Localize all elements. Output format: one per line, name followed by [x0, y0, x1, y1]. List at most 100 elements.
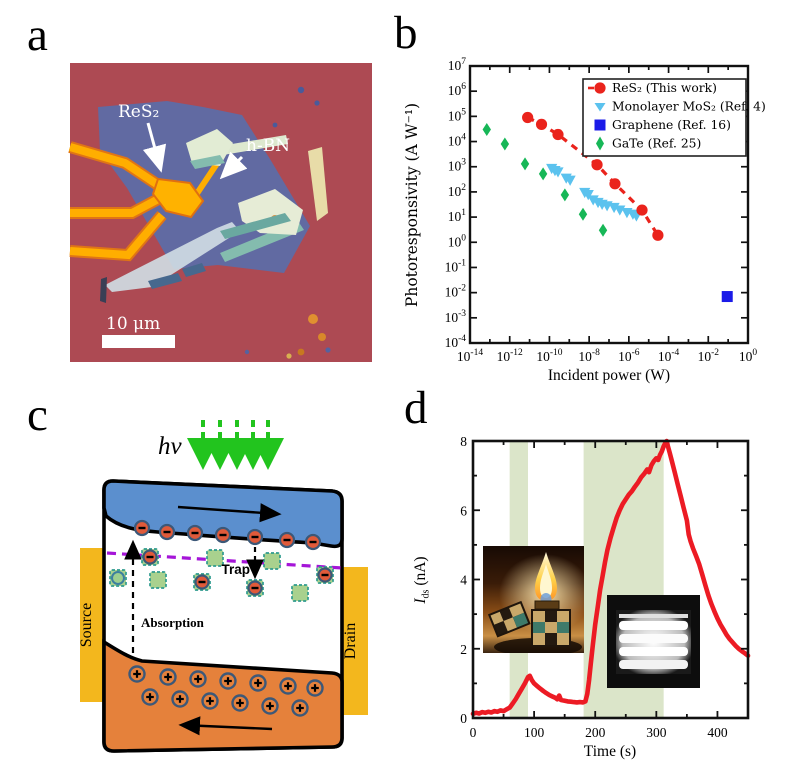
legend-label-gate: GaTe (Ref. 25) — [612, 137, 701, 151]
lighter-lid — [487, 600, 531, 638]
y-tick-label: 10-2 — [445, 284, 467, 300]
drain-label: Drain — [342, 623, 359, 659]
y-axis-title: Ids (nA) — [412, 556, 432, 604]
x-tick-label: 10-2 — [698, 348, 720, 364]
x-tick-label: 200 — [585, 725, 606, 740]
time-trace-chart: 0 100 200 300 400 0 2 4 6 8 Time (s) Ids (nA) — [412, 434, 751, 760]
y-tick-label: 10-4 — [445, 334, 467, 350]
data-point-diamond — [538, 167, 548, 181]
trap-site — [206, 549, 224, 567]
data-point-circle — [535, 118, 548, 130]
x-tick-label: 400 — [707, 725, 728, 740]
x-tick-label: 10-8 — [578, 348, 600, 364]
scale-bar — [102, 335, 175, 348]
legend-label-mos2: Monolayer MoS₂ (Ref. 4) — [612, 100, 766, 114]
panel-c-letter: c — [27, 389, 48, 441]
data-point-circle — [652, 229, 664, 241]
responsivity-chart: 10-14 10-12 10-10 10-8 10-6 10-4 10-2 100 10-4 10… — [403, 57, 766, 384]
lamp-photo-inset — [607, 595, 700, 688]
source-label: Source — [78, 603, 95, 647]
data-point-circle — [591, 159, 603, 171]
hbn-annotation: h-BN — [246, 136, 290, 156]
y-tick-label: 8 — [460, 434, 467, 449]
data-point-diamond — [520, 157, 530, 171]
data-point-circle — [522, 111, 534, 124]
data-point-diamond — [598, 223, 608, 237]
data-point-diamond — [578, 207, 588, 221]
band-diagram-panel: Source Drain Absorption Trap hν — [78, 420, 368, 753]
y-tick-label: 10-1 — [445, 258, 467, 274]
y-tick-label: 106 — [448, 82, 467, 98]
scalebar-label: 10 μm — [106, 314, 160, 334]
x-tick-label: 10-10 — [536, 348, 562, 364]
data-point-diamond — [500, 137, 510, 151]
trap-level-line — [106, 551, 343, 570]
chart-legend: ReS₂ (This work) Monolayer MoS₂ (Ref. 4)… — [582, 78, 766, 157]
legend-label-res2: ReS₂ (This work) — [612, 81, 717, 95]
data-point-diamond — [482, 123, 491, 137]
gold-contact-pad — [151, 177, 205, 219]
valence-band — [102, 638, 344, 753]
y-tick-label: 4 — [460, 573, 467, 588]
neutral-trap-circle — [111, 571, 125, 585]
y-tick-label: 6 — [460, 503, 467, 518]
trap-site — [291, 584, 309, 602]
legend-box — [582, 78, 747, 157]
res2-annotation: ReS₂ — [118, 102, 159, 122]
data-point-square — [721, 291, 733, 303]
y-tick-label: 101 — [448, 208, 467, 224]
microscope-image-panel: ReS₂ h-BN 10 μm — [68, 63, 372, 362]
gold-electrodes — [68, 141, 223, 262]
y-tick-label: 10-3 — [445, 309, 467, 325]
legend-marker-graphene — [594, 119, 606, 131]
data-point-triangle-down — [582, 190, 594, 201]
y-tick-label: 100 — [448, 233, 467, 249]
data-point-triangle-down — [614, 205, 626, 216]
absorption-label: Absorption — [141, 615, 205, 630]
y-tick-label: 2 — [460, 642, 467, 657]
plot-frame — [468, 64, 750, 345]
photon-label: hν — [158, 433, 183, 460]
res2-flakes — [186, 129, 303, 239]
data-point-diamond — [560, 188, 570, 202]
data-point-circle — [636, 204, 648, 216]
trap-label: Trap — [221, 562, 250, 577]
x-axis-title: Time (s) — [584, 743, 636, 760]
hole-flow-arrow — [178, 716, 273, 736]
legend-label-graphene: Graphene (Ref. 16) — [612, 118, 731, 132]
data-point-triangle-down — [587, 195, 599, 206]
trap-site — [263, 552, 281, 570]
x-tick-label: 10-6 — [618, 348, 640, 364]
electron-flow-arrow — [177, 503, 282, 523]
y-tick-label: 107 — [448, 57, 467, 73]
legend-marker-res2 — [594, 82, 606, 94]
x-tick-label: 100 — [524, 725, 545, 740]
hbn-arrow — [219, 151, 248, 180]
y-axis-title: Photoresponsivity (A W⁻¹) — [403, 103, 421, 307]
panel-b-letter: b — [394, 7, 418, 59]
y-tick-label: 105 — [448, 107, 467, 123]
x-tick-label: 10-4 — [658, 348, 680, 364]
res2-arrow — [142, 122, 167, 173]
x-tick-label: 100 — [739, 348, 758, 364]
current-trace — [470, 438, 751, 717]
panel-d-letter: d — [404, 382, 428, 434]
data-point-circle — [609, 178, 621, 190]
legend-marker-gate — [596, 136, 604, 151]
x-axis-title: Incident power (W) — [548, 367, 670, 384]
drain-electrode — [343, 567, 368, 715]
data-point-triangle-down — [564, 175, 576, 186]
y-tick-label: 103 — [448, 158, 467, 174]
x-tick-label: 300 — [646, 725, 667, 740]
panel-a-letter: a — [27, 9, 48, 61]
thin-flake-strip — [105, 222, 240, 292]
y-tick-label: 102 — [448, 183, 467, 199]
legend-marker-mos2 — [594, 103, 606, 112]
y-tick-label: 0 — [460, 711, 467, 726]
data-point-triangle-down — [552, 167, 564, 178]
x-tick-label: 10-14 — [457, 348, 483, 364]
x-tick-label: 0 — [470, 725, 477, 740]
y-tick-label: 104 — [448, 133, 467, 149]
plot-frame — [471, 439, 750, 720]
